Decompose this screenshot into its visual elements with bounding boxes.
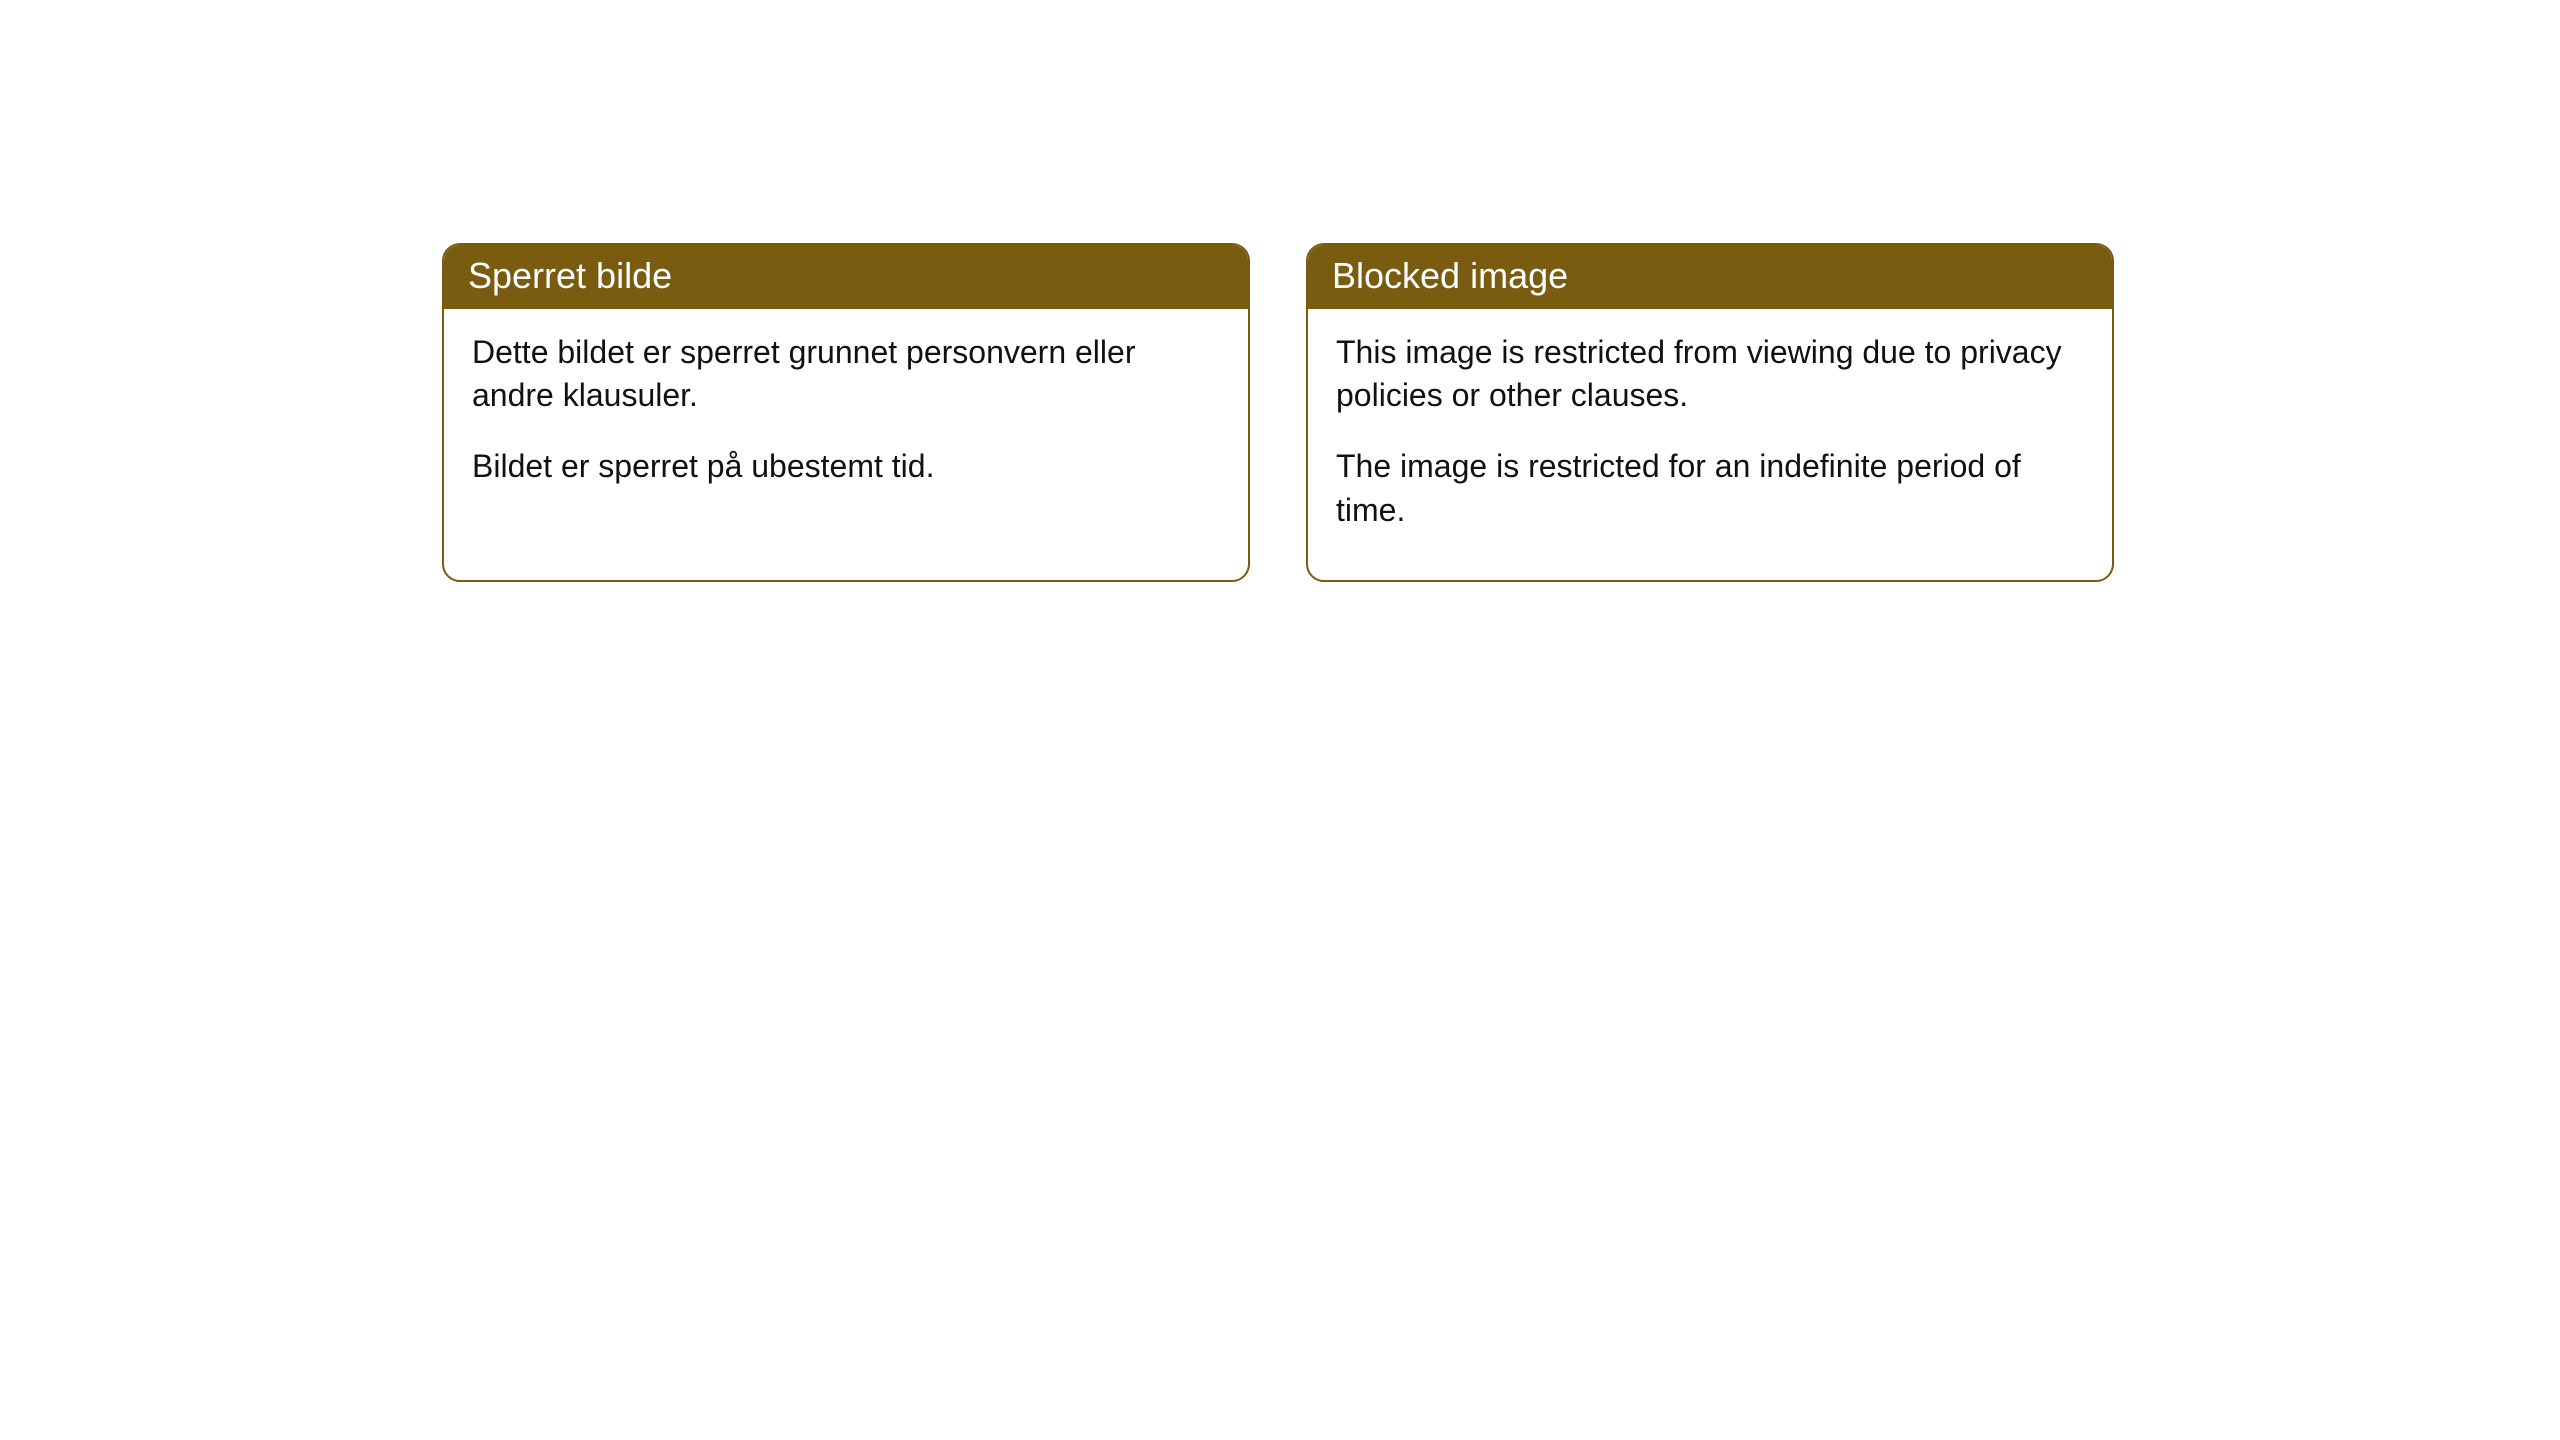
blocked-image-card-en: Blocked image This image is restricted f… [1306, 243, 2114, 582]
card-paragraph: Dette bildet er sperret grunnet personve… [472, 331, 1220, 417]
card-header-no: Sperret bilde [444, 245, 1248, 309]
cards-container: Sperret bilde Dette bildet er sperret gr… [442, 243, 2114, 582]
card-header-en: Blocked image [1308, 245, 2112, 309]
card-body-en: This image is restricted from viewing du… [1308, 309, 2112, 580]
card-paragraph: The image is restricted for an indefinit… [1336, 445, 2084, 531]
card-paragraph: This image is restricted from viewing du… [1336, 331, 2084, 417]
blocked-image-card-no: Sperret bilde Dette bildet er sperret gr… [442, 243, 1250, 582]
card-paragraph: Bildet er sperret på ubestemt tid. [472, 445, 1220, 488]
card-body-no: Dette bildet er sperret grunnet personve… [444, 309, 1248, 537]
